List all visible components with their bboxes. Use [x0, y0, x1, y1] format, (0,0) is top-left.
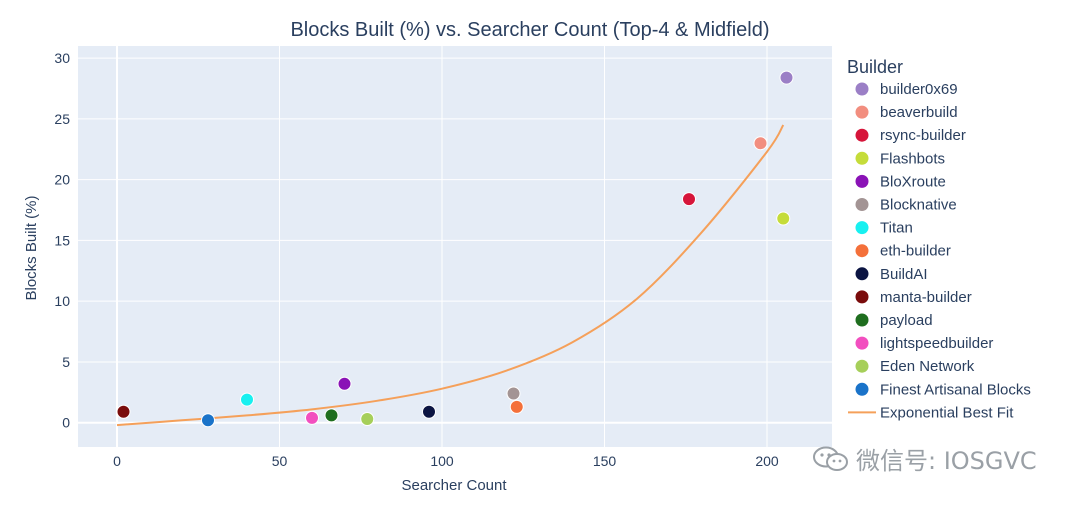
tick-labels: 0 50 100 150 200 0 5 10 15 20 25 30 [54, 50, 778, 469]
x-tick-label: 50 [272, 453, 288, 469]
gridlines [78, 46, 832, 447]
legend-marker [855, 290, 869, 304]
legend-label: Exponential Best Fit [880, 404, 1014, 421]
data-point-titan [240, 392, 254, 407]
y-tick-label: 10 [54, 293, 70, 309]
fit-line-layer [116, 124, 785, 427]
wechat-icon [813, 446, 848, 471]
legend-label: lightspeedbuilder [880, 335, 993, 352]
legend-marker [855, 359, 869, 373]
legend-label: eth-builder [880, 243, 951, 260]
legend: Builder builder0x69 beaverbuild rsync-buil… [847, 57, 1031, 421]
legend-label: rsync-builder [880, 127, 966, 144]
legend-marker [855, 174, 869, 188]
data-point-eth-builder [509, 399, 524, 414]
data-point-blocknative [506, 386, 521, 401]
y-tick-label: 0 [62, 415, 70, 431]
legend-marker [855, 313, 869, 327]
chart-title: Blocks Built (%) vs. Searcher Count (Top… [290, 19, 769, 41]
exponential-fit-line [116, 124, 785, 427]
watermark: 微信号: IOSGVC [812, 441, 1037, 476]
watermark-text: 微信号: IOSGVC [856, 447, 1037, 475]
legend-marker [855, 336, 869, 350]
legend-marker [855, 244, 869, 258]
data-point-finest-artisanal-blocks [201, 413, 215, 428]
data-point-payload [324, 408, 339, 423]
x-tick-label: 100 [430, 453, 454, 469]
y-tick-label: 25 [54, 111, 70, 127]
data-points [116, 70, 794, 428]
legend-marker [855, 128, 869, 142]
data-point-lightspeedbuilder [305, 410, 319, 425]
plot-area [78, 46, 832, 447]
legend-title: Builder [847, 57, 903, 77]
legend-label: Titan [880, 220, 913, 237]
legend-label: BuildAI [880, 266, 928, 283]
data-point-builder0x69 [779, 70, 794, 85]
legend-label: builder0x69 [880, 81, 958, 98]
legend-marker [855, 151, 869, 165]
y-axis-title: Blocks Built (%) [23, 195, 40, 300]
legend-label: manta-builder [880, 289, 972, 306]
legend-marker [855, 105, 869, 119]
legend-label: beaverbuild [880, 104, 958, 121]
legend-marker [855, 267, 869, 281]
y-tick-label: 30 [54, 50, 70, 66]
legend-marker [855, 198, 869, 211]
legend-marker [855, 221, 869, 235]
y-tick-label: 20 [54, 172, 70, 188]
data-point-flashbots [776, 211, 791, 226]
data-point-manta-builder [116, 404, 131, 419]
data-point-eden-network [360, 412, 375, 427]
y-tick-label: 5 [62, 354, 70, 370]
legend-marker [855, 82, 869, 96]
data-point-rsync-builder [682, 192, 696, 207]
legend-marker [855, 382, 869, 396]
legend-label: Flashbots [880, 150, 945, 167]
x-axis-title: Searcher Count [401, 477, 507, 494]
legend-label: Blocknative [880, 197, 957, 214]
legend-label: Finest Artisanal Blocks [880, 381, 1031, 398]
x-tick-label: 0 [113, 453, 121, 469]
x-tick-label: 150 [593, 453, 617, 469]
y-tick-label: 15 [54, 232, 70, 248]
legend-label: payload [880, 312, 933, 329]
legend-label: BloXroute [880, 173, 946, 190]
data-point-buildai [422, 404, 436, 419]
data-point-beaverbuild [753, 136, 768, 151]
legend-label: Eden Network [880, 358, 975, 375]
data-point-bloxroute [337, 376, 352, 391]
x-tick-label: 200 [755, 453, 779, 469]
